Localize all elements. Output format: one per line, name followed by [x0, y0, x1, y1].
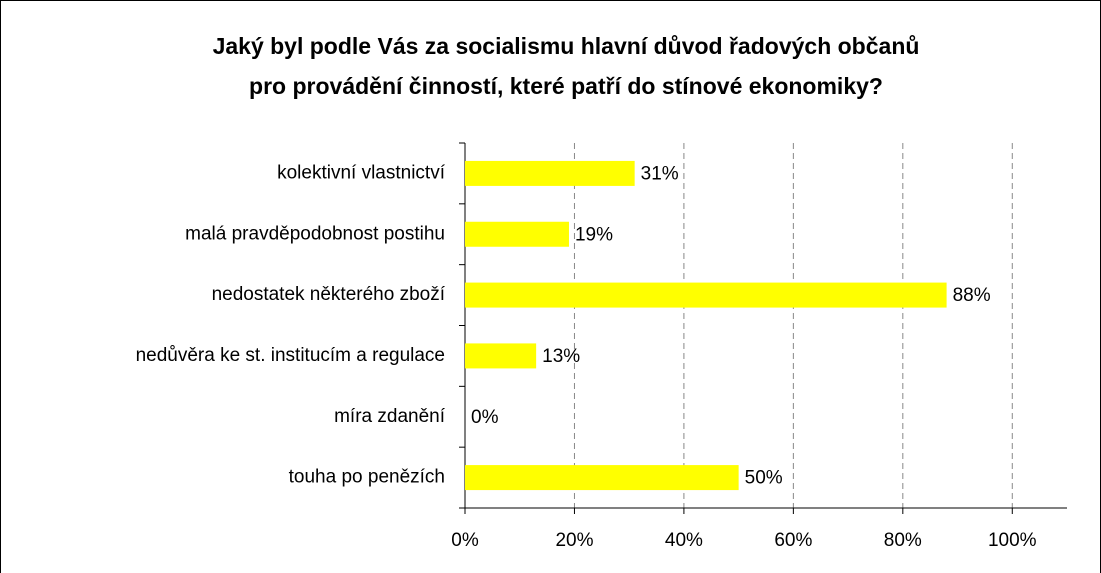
value-label: 0% [471, 407, 499, 428]
y-tick-label: míra zdanění [334, 406, 446, 427]
x-tick-label: 80% [884, 530, 922, 551]
x-tick-label: 20% [555, 530, 593, 551]
value-label: 31% [641, 163, 679, 184]
y-tick-label: malá pravděpodobnost postihu [185, 223, 445, 244]
y-tick-label: kolektivní vlastnictví [277, 162, 446, 183]
value-label: 19% [575, 224, 613, 245]
bar [465, 465, 739, 491]
bar [465, 221, 569, 247]
y-tick-label: nedůvěra ke st. institucím a regulace [136, 345, 445, 366]
bar [465, 343, 537, 369]
x-tick-label: 60% [774, 530, 812, 551]
chart-title: pro provádění činností, které patří do s… [249, 73, 883, 99]
bar [465, 160, 635, 186]
bar [465, 282, 947, 308]
value-label: 13% [542, 346, 580, 367]
chart-title: Jaký byl podle Vás za socialismu hlavní … [213, 33, 920, 59]
value-label: 88% [953, 285, 991, 306]
x-tick-label: 40% [665, 530, 703, 551]
x-tick-label: 0% [451, 530, 479, 551]
value-label: 50% [745, 468, 783, 489]
x-tick-label: 100% [988, 530, 1037, 551]
y-tick-label: nedostatek některého zboží [212, 284, 446, 305]
y-tick-label: touha po penězích [289, 467, 445, 488]
